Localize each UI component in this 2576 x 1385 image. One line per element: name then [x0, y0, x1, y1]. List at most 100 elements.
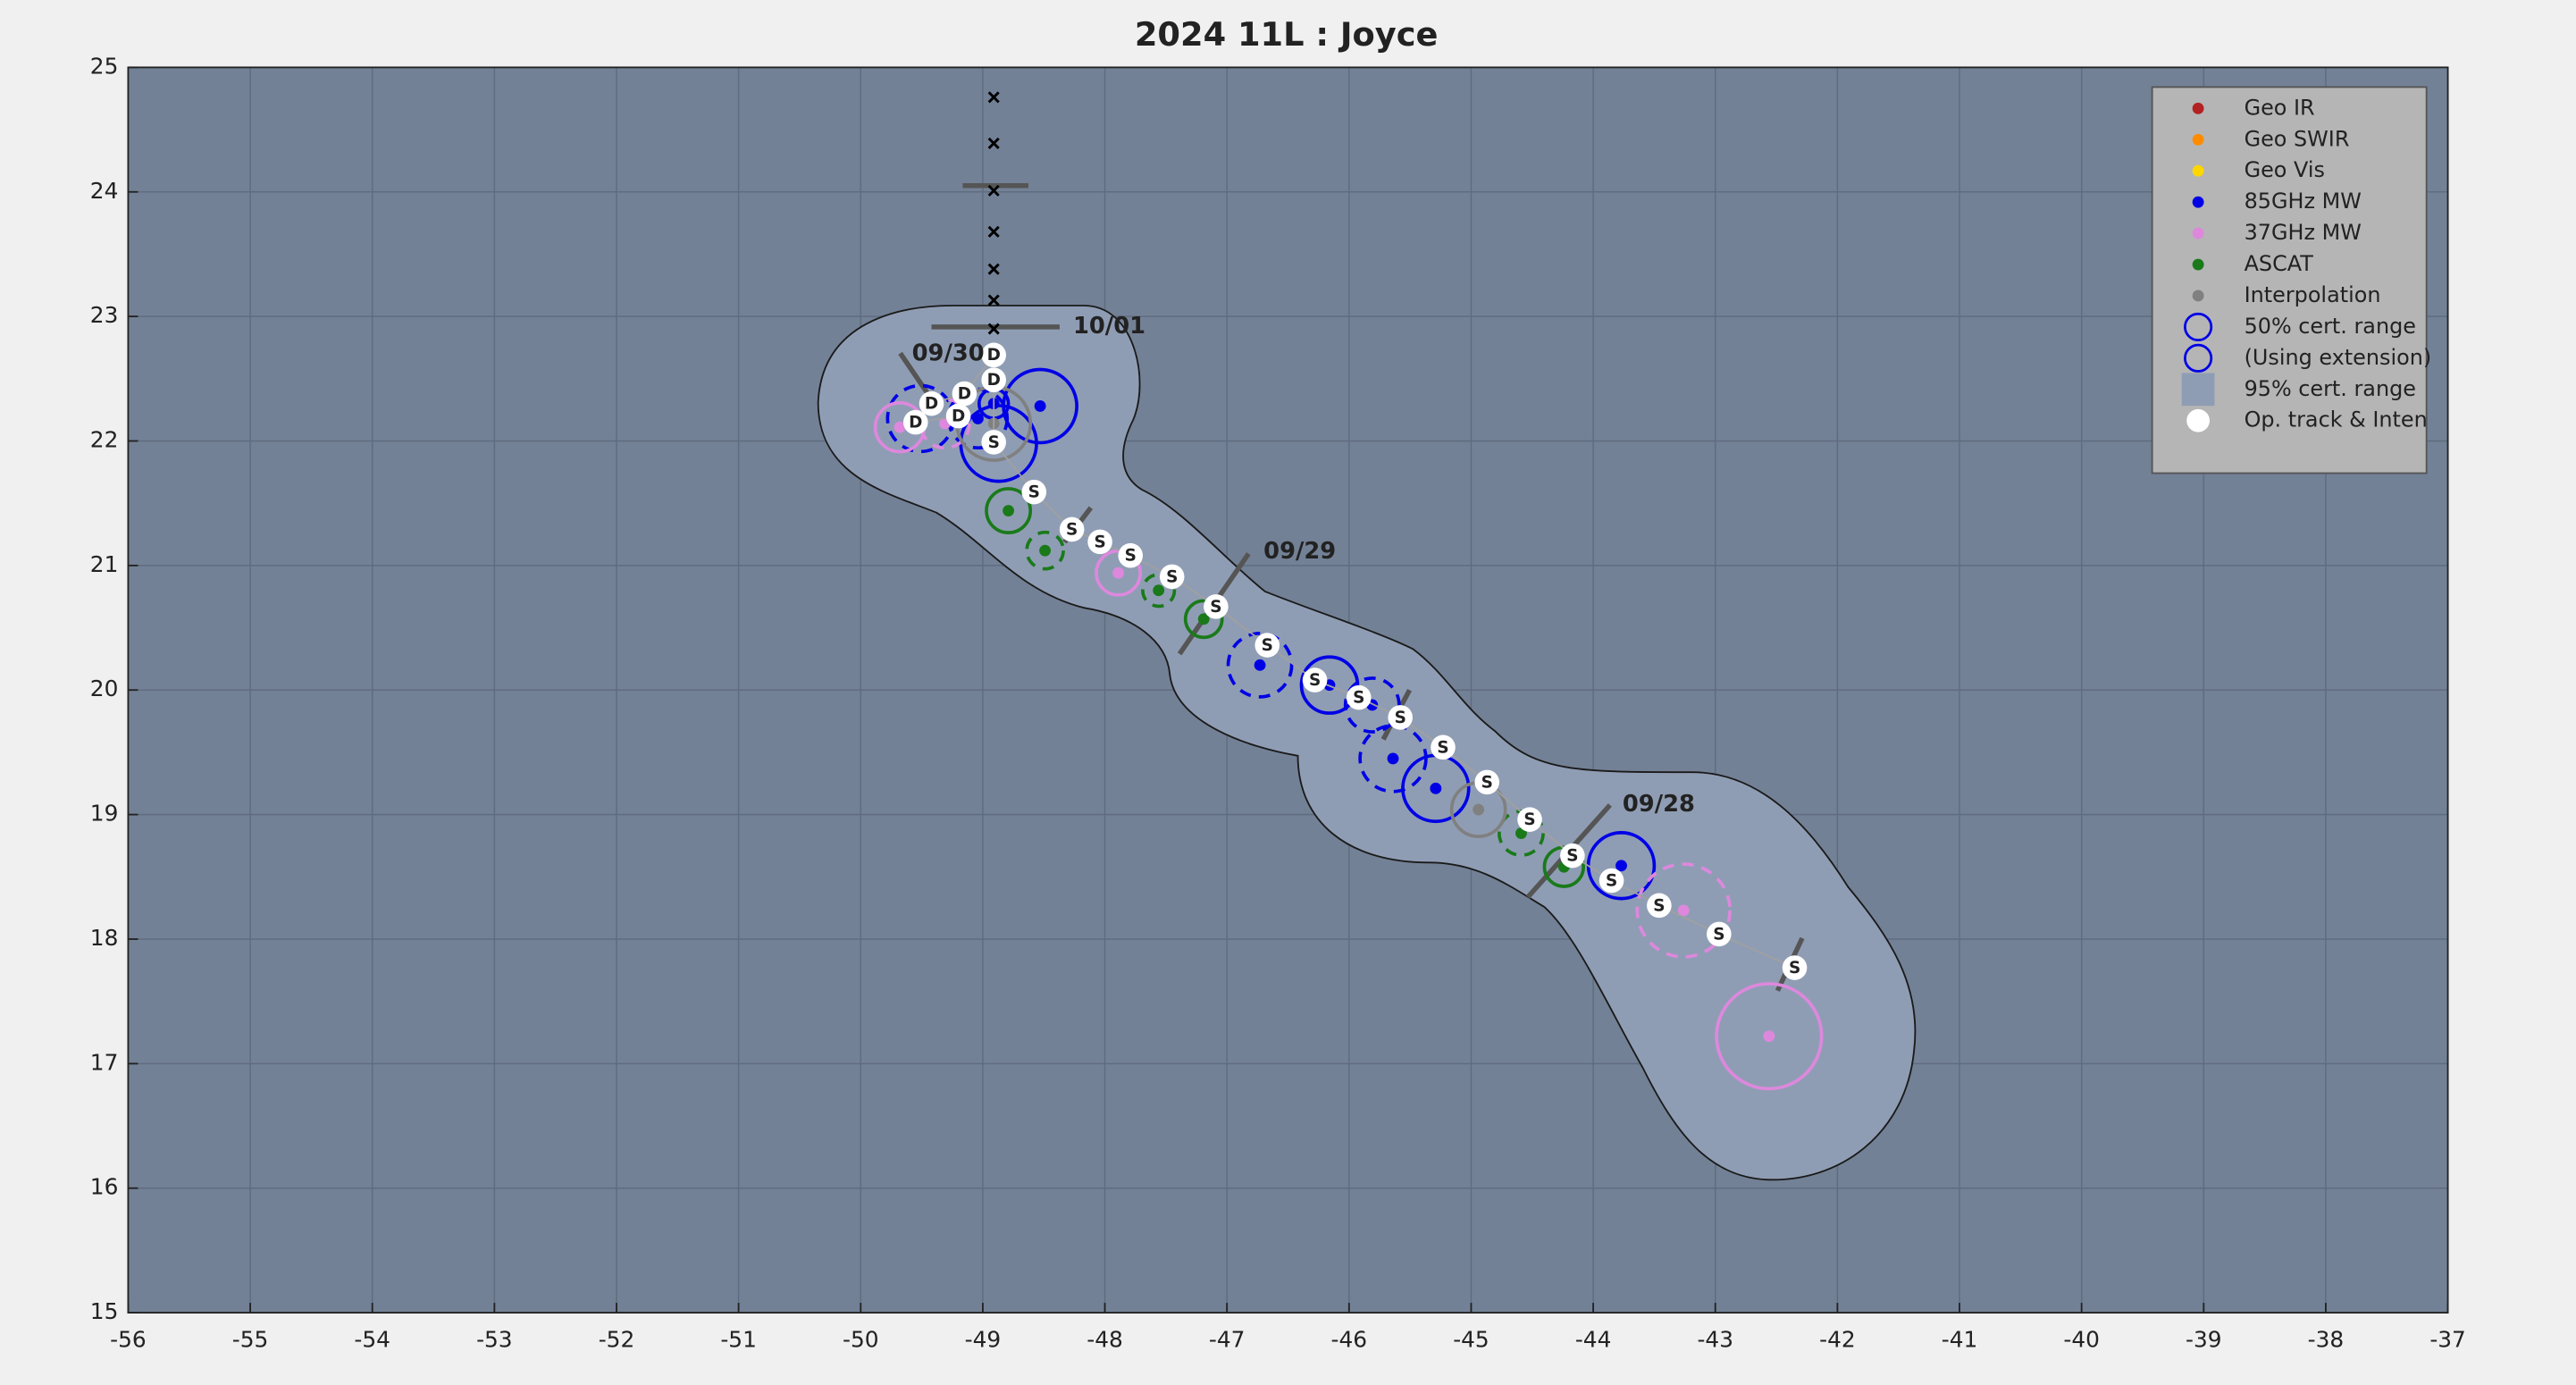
x-tick-label: -43: [1697, 1326, 1733, 1352]
intensity-tick: [898, 351, 931, 396]
op-track-point: [945, 403, 971, 429]
legend-marker: [2192, 164, 2204, 177]
cert-50-ring: [919, 397, 971, 450]
op-track-label: S: [1566, 847, 1578, 866]
op-track-label: D: [987, 346, 1001, 365]
cert-50-ring: [985, 487, 1033, 534]
x-tick-label: -42: [1819, 1326, 1856, 1352]
fix-point: [971, 412, 984, 424]
cert-95-region: [817, 305, 1917, 1181]
op-track-point: [1254, 633, 1280, 658]
chart-title: 2024 11L : Joyce: [1135, 15, 1439, 54]
legend-label: ASCAT: [2245, 251, 2314, 276]
op-track-point: [1431, 734, 1456, 760]
x-tick-label: -50: [843, 1326, 879, 1352]
legend-label: 37GHz MW: [2245, 220, 2362, 245]
fix-point: [1387, 752, 1399, 765]
y-tick-label: 15: [90, 1298, 119, 1324]
op-track-point: [1560, 843, 1585, 869]
x-tick-label: -49: [965, 1326, 1002, 1352]
op-track-label: S: [1353, 689, 1364, 708]
legend-label: Geo SWIR: [2245, 126, 2350, 151]
op-track-label: S: [1166, 567, 1178, 586]
x-tick-label: -39: [2186, 1326, 2222, 1352]
op-track-label: S: [1437, 738, 1448, 757]
op-track-point: [981, 430, 1006, 455]
op-track-label: S: [1309, 671, 1321, 690]
op-track-label: D: [925, 395, 938, 414]
fix-point: [1430, 782, 1442, 794]
x-tick-label: -46: [1331, 1326, 1368, 1352]
forecast-point: [987, 137, 1000, 149]
op-track-label: S: [1606, 871, 1617, 890]
legend-label: 95% cert. range: [2245, 376, 2416, 401]
legend-label: Geo IR: [2245, 95, 2315, 120]
y-tick-label: 21: [90, 551, 119, 577]
op-track-label: S: [1789, 959, 1800, 978]
op-track-point: [1302, 667, 1328, 692]
fix-point: [1153, 584, 1165, 597]
y-tick-label: 20: [90, 676, 119, 701]
x-tick-label: -55: [232, 1326, 269, 1352]
op-track-point: [1118, 542, 1144, 568]
cert-50-ring: [1226, 632, 1294, 699]
legend-marker: [2192, 102, 2204, 114]
op-track-label: S: [1125, 547, 1137, 566]
op-track-point: [1346, 684, 1372, 710]
op-track-label: S: [1713, 925, 1724, 944]
legend-marker: [2186, 408, 2210, 432]
legend-marker: [2192, 227, 2204, 239]
forecast-point: [987, 294, 1000, 306]
legend-marker: [2181, 373, 2215, 407]
y-tick-label: 17: [90, 1049, 119, 1075]
op-track-label: S: [1066, 520, 1078, 539]
op-track-point: [1204, 594, 1229, 619]
forecast-point: [987, 225, 1000, 238]
cert-50-ring: [1141, 573, 1177, 609]
x-tick-label: -40: [2063, 1326, 2100, 1352]
op-track-point: [919, 390, 944, 416]
x-tick-label: -48: [1087, 1326, 1123, 1352]
op-track-point: [1782, 955, 1808, 980]
op-track-label: S: [1262, 636, 1273, 655]
legend-label: 50% cert. range: [2245, 314, 2416, 339]
op-track-label: S: [1210, 598, 1221, 617]
op-track-point: [981, 342, 1006, 368]
cert-50-ring: [1183, 599, 1224, 640]
x-tick-label: -41: [1942, 1326, 1978, 1352]
legend-label: Interpolation: [2245, 282, 2381, 307]
cert-50-ring: [1715, 982, 1824, 1091]
x-tick-label: -52: [599, 1326, 635, 1352]
op-track-point: [952, 381, 978, 407]
cert-50-ring: [1025, 530, 1065, 571]
op-track-label: D: [958, 384, 971, 403]
fix-point: [1112, 567, 1125, 579]
legend-label: (Using extension): [2245, 345, 2432, 370]
op-track-point: [902, 409, 928, 435]
y-tick-label: 22: [90, 427, 119, 453]
cert-50-ring: [1635, 862, 1732, 959]
x-tick-label: -44: [1575, 1326, 1612, 1352]
y-tick-label: 24: [90, 178, 119, 204]
fix-point: [1615, 860, 1627, 872]
y-tick-label: 18: [90, 925, 119, 951]
y-tick-label: 25: [90, 53, 119, 79]
y-tick-label: 16: [90, 1174, 119, 1200]
fix-point: [1677, 904, 1690, 917]
op-track-point: [981, 367, 1006, 393]
op-track-point: [1647, 893, 1672, 919]
x-tick-label: -37: [2429, 1326, 2466, 1352]
legend-label: Op. track & Inten: [2245, 407, 2428, 432]
fix-point: [1473, 803, 1485, 816]
op-track-point: [1159, 564, 1185, 590]
fix-point: [1034, 400, 1046, 412]
op-track-label: S: [988, 433, 1000, 452]
x-tick-label: -38: [2308, 1326, 2345, 1352]
op-track-point: [1474, 769, 1500, 795]
forecast-point: [987, 91, 1000, 104]
forecast-point: [987, 184, 1000, 197]
op-track-label: S: [1523, 810, 1535, 829]
fix-point: [1003, 505, 1015, 516]
